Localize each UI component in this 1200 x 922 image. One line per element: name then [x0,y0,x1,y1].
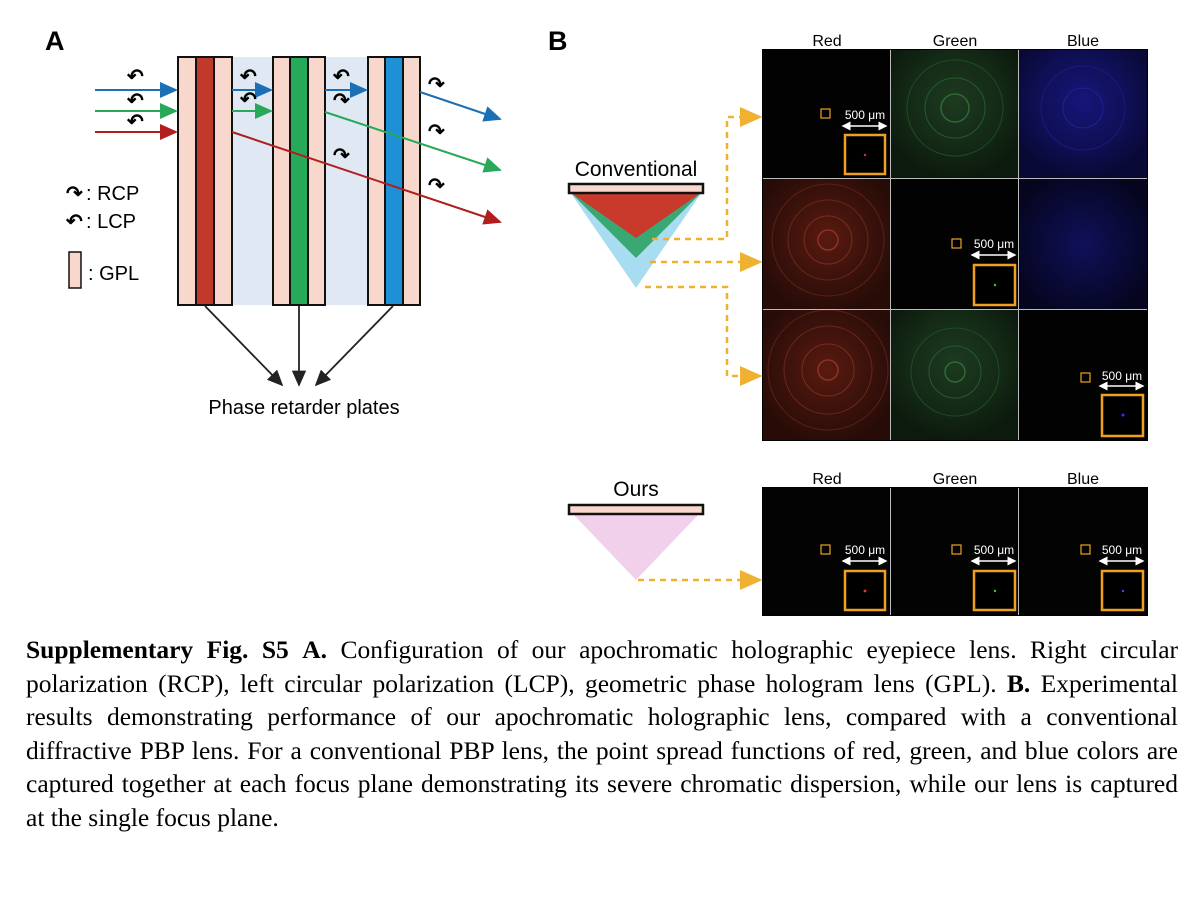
caption-part-a-label: A. [302,635,328,664]
conv-r3-red [763,310,890,440]
rcp-icon: ↷ [333,90,350,112]
conventional-lens: Conventional [567,158,705,288]
plate-2-retarder [289,56,309,306]
conventional-image-grid [762,49,1148,441]
scale-bar-label: 500 μm [845,108,885,122]
ours-image-row [762,487,1148,616]
lcp-icon: ↶ [239,89,257,111]
polarization-markers: ↶ ↶ ↶ ↶ ↶ ↶ ↷ ↷ ↷ ↷ ↷ [126,66,445,197]
ours-column-header-green: Green [933,471,977,488]
caption-part-b-text: Experimental results demonstrating perfo… [26,668,1178,832]
rcp-icon: ↷ [428,74,445,96]
ours-inset-blue: 500 μm [1080,543,1145,612]
scale-bar-label: 500 μm [845,543,885,557]
scale-bar-label: 500 μm [974,543,1014,557]
caption-part-a-text: Configuration of our apochromatic hologr… [26,635,1179,698]
panel-b-label: B [548,26,568,56]
conv-inset-red: 500 μm [820,108,888,176]
figure-caption: Supplementary Fig. S5 A. Configuration o… [26,633,1178,834]
ours-column-header-blue: Blue [1067,471,1099,488]
conv-r2-red [763,179,890,309]
lcp-icon: ↶ [332,66,350,88]
column-header-blue: Blue [1067,33,1099,50]
conv-r1-blue [1019,50,1147,178]
caption-fig-label: Supplementary Fig. S5 [26,635,289,664]
conv-inset-blue: 500 μm [1080,369,1145,438]
caption-part-b-label: B. [1006,668,1031,698]
gpl-legend-swatch [68,251,82,289]
lcp-icon: ↶ [126,111,144,133]
conventional-label: Conventional [575,158,698,181]
scale-bar-label: 500 μm [974,237,1014,251]
phase-plates [177,56,421,306]
plate-3-retarder [384,56,404,306]
lcp-icon: ↶ [239,66,257,88]
ours-column-header-red: Red [812,471,841,488]
lcp-icon: ↶ [126,66,144,88]
conv-r3-green [891,310,1018,440]
plate-1-retarder [195,56,215,306]
plates-label: Phase retarder plates [208,397,399,419]
lcp-legend-icon: ↶ [65,211,83,233]
column-header-green: Green [933,33,977,50]
rcp-icon: ↷ [428,121,445,143]
plate-pointer-arrows [204,305,394,387]
panel-a-label: A [45,26,65,56]
panel-a-legend: ↷ : RCP ↶ : LCP : GPL [65,183,139,289]
scale-bar-label: 500 μm [1102,369,1142,383]
figure: A ↶ ↶ ↶ ↶ ↶ ↶ ↷ ↷ ↷ [45,26,1148,616]
conv-inset-green: 500 μm [951,237,1017,307]
column-header-red: Red [812,33,841,50]
focus-arrows [638,107,763,590]
lcp-icon: ↶ [126,90,144,112]
ours-inset-green: 500 μm [951,543,1017,612]
rcp-icon: ↷ [333,145,350,167]
ours-label: Ours [613,478,659,501]
ours-lens: Ours [567,478,705,580]
scale-bar-label: 500 μm [1102,543,1142,557]
rcp-legend-label: : RCP [86,183,139,205]
rcp-icon: ↷ [428,175,445,197]
lcp-legend-label: : LCP [86,211,136,233]
ours-inset-red: 500 μm [820,543,888,612]
light-rays [95,82,502,225]
conv-r1-green [891,50,1018,178]
gpl-legend-label: : GPL [88,263,139,285]
rcp-legend-icon: ↷ [66,183,83,205]
conv-r2-blue [1019,179,1147,309]
